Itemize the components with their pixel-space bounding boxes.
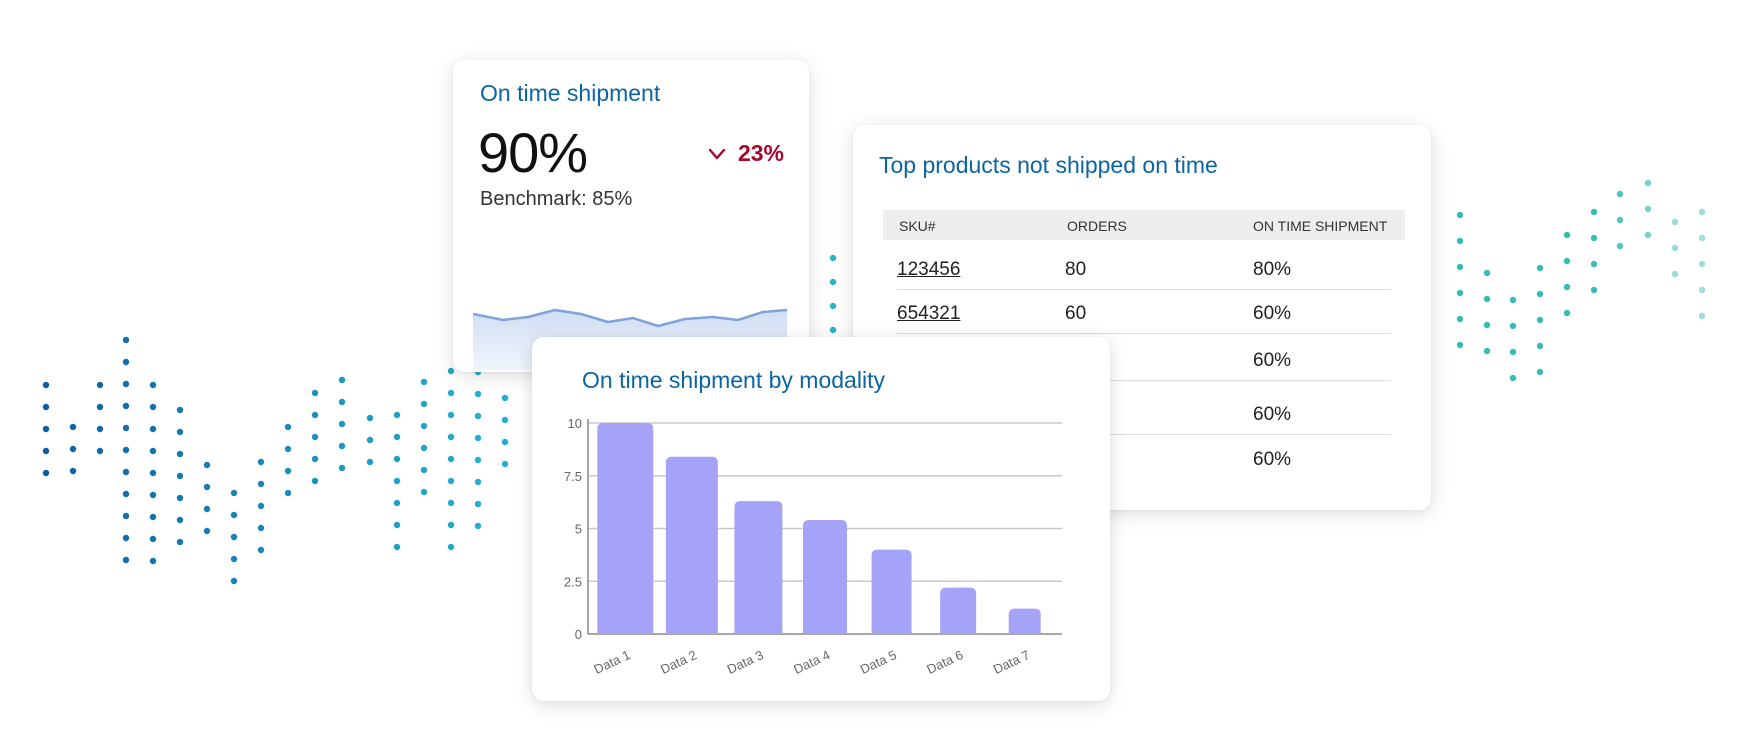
bar: [1008, 608, 1041, 634]
bar: [734, 501, 783, 634]
on-time-cell: 60%: [1253, 404, 1292, 425]
column-header-on-time-shipment: ON TIME SHIPMENT: [1253, 218, 1388, 234]
column-header-orders: ORDERS: [1067, 218, 1127, 234]
on-time-cell: 60%: [1253, 350, 1292, 371]
sparkline-line: [473, 308, 787, 328]
kpi-benchmark: Benchmark: 85%: [480, 188, 633, 210]
on-time-cell: 60%: [1253, 303, 1292, 324]
table-title: Top products not shipped on time: [879, 152, 1218, 178]
kpi-change-value: 23%: [737, 140, 784, 166]
x-tick-label: Data 4: [791, 647, 832, 677]
x-tick-label: Data 5: [858, 647, 899, 677]
bar: [803, 520, 847, 634]
x-tick-label: Data 6: [924, 647, 965, 677]
kpi-title: On time shipment: [480, 80, 661, 106]
bar-chart: 0 2.5 5 7.5 10 Data 1 Data 2 Data 3 Data 4 Data 5…: [564, 416, 1062, 677]
chevron-down-icon: [708, 148, 726, 159]
bar: [940, 587, 977, 634]
on-time-shipment-card: On time shipment 90% 23% Benchmark: 85%: [453, 60, 809, 372]
orders-cell: 60: [1065, 303, 1087, 324]
bar: [665, 456, 718, 634]
y-tick-label: 0: [575, 627, 582, 642]
on-time-cell: 80%: [1253, 259, 1292, 280]
column-header-sku: SKU#: [899, 218, 936, 234]
on-time-cell: 60%: [1253, 449, 1292, 470]
y-tick-label: 5: [575, 522, 582, 537]
x-tick-label: Data 1: [591, 647, 632, 677]
kpi-value: 90%: [478, 121, 588, 184]
x-tick-label: Data 3: [725, 647, 766, 677]
bar: [871, 549, 912, 634]
kpi-change: 23%: [706, 140, 784, 167]
y-tick-label: 10: [568, 416, 582, 431]
y-tick-label: 2.5: [564, 574, 582, 589]
chart-title: On time shipment by modality: [582, 367, 885, 393]
table-row: 60%: [897, 334, 1391, 381]
sku-link[interactable]: 654321: [897, 303, 961, 324]
bar: [597, 423, 654, 634]
x-tick-label: Data 7: [991, 647, 1032, 677]
table-header: SKU# ORDERS ON TIME SHIPMENT: [883, 210, 1405, 240]
table-row: 60%: [897, 435, 1391, 479]
table-row: 123456 80 80%: [897, 255, 1391, 290]
dot-cluster: [42, 179, 1706, 585]
table-row: 60%: [897, 381, 1391, 435]
shipment-by-modality-card: On time shipment by modality 0 2.5 5 7.5 10 D…: [532, 337, 1110, 701]
orders-cell: 80: [1065, 259, 1087, 280]
sku-link[interactable]: 123456: [897, 259, 961, 280]
x-tick-label: Data 2: [658, 647, 699, 677]
y-tick-label: 7.5: [564, 469, 582, 484]
table-row: 654321 60 60%: [897, 290, 1391, 334]
